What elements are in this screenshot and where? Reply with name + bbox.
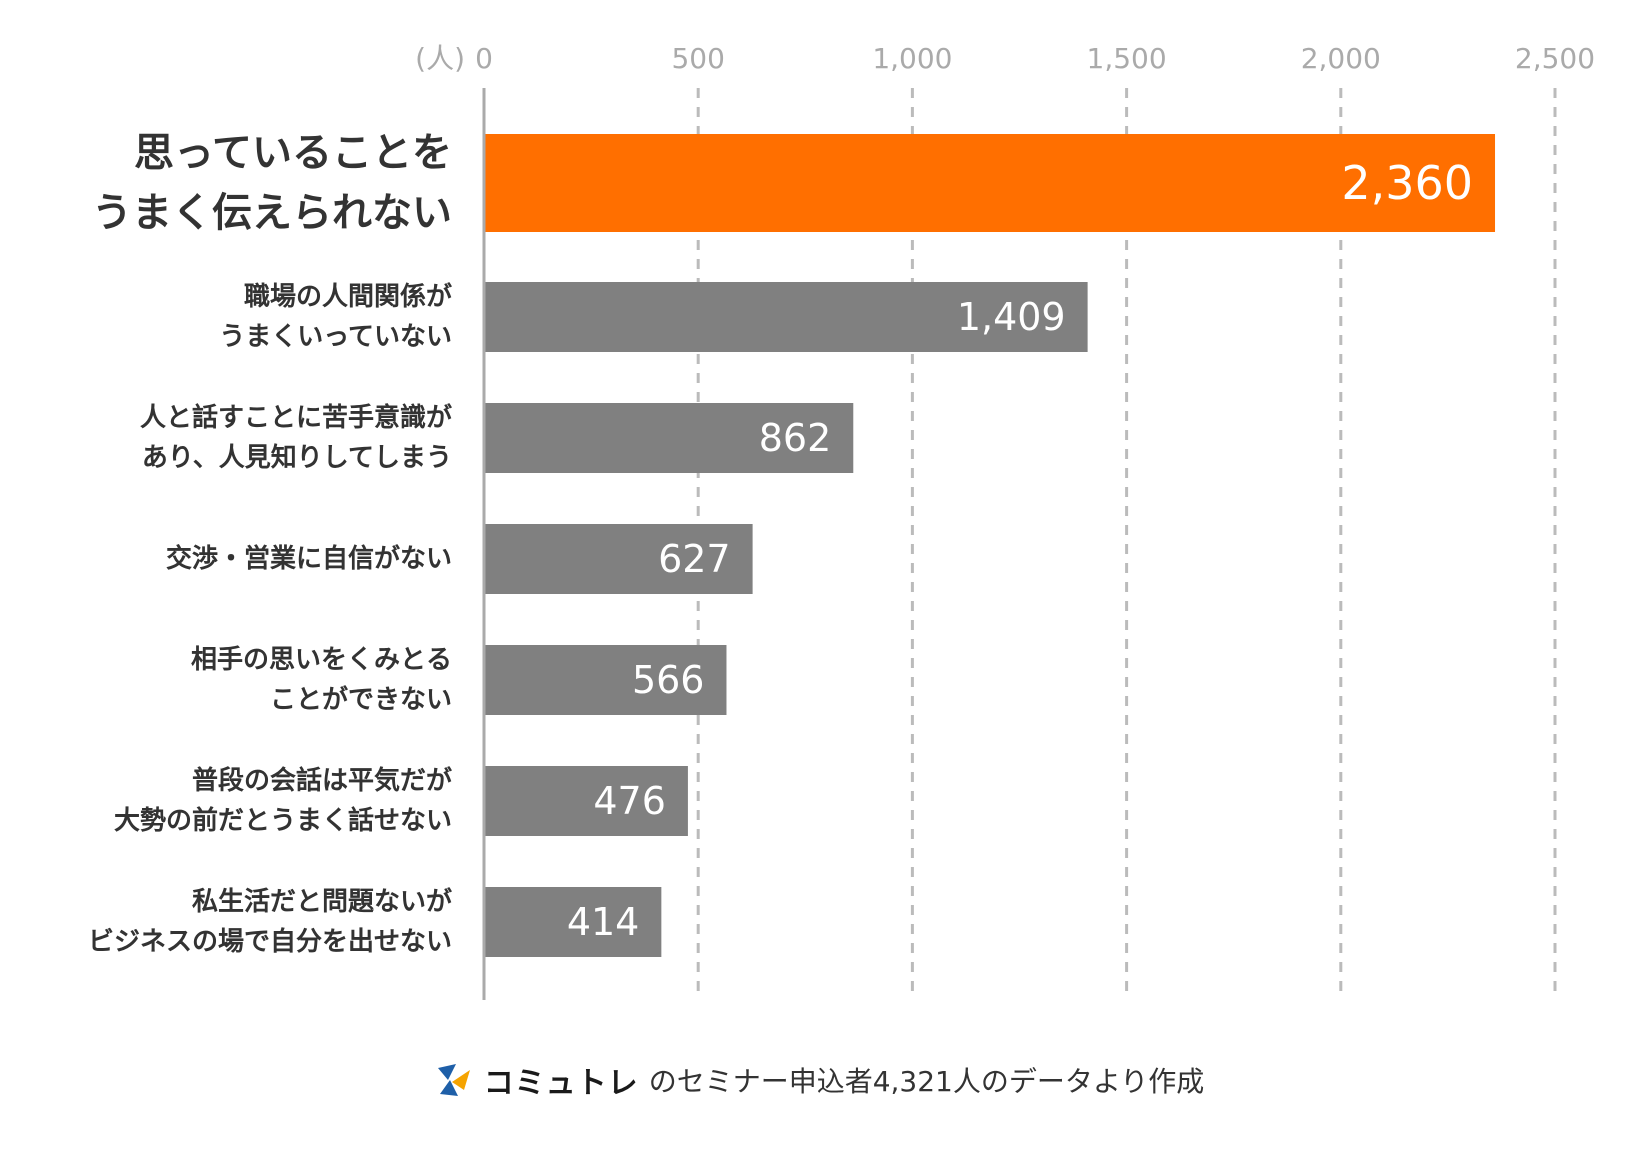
bar-chart: 0 500 1,000 1,500 2,000 2,500 (人) 2,360 思っていることを… [88,42,1595,1000]
bar [484,766,688,836]
category-label: 職場の人間関係が [244,281,452,312]
bar-value-label: 862 [759,416,832,460]
category-label: 私生活だと問題ないが [192,886,452,917]
bar [484,134,1496,232]
footer-text: のセミナー申込者4,321人のデータより作成 [648,1065,1205,1098]
x-tick-label: 1,000 [872,42,952,75]
bar-value-label: 414 [567,900,640,944]
bar-value-label: 1,409 [957,295,1066,339]
x-unit-label: (人) [415,42,465,75]
x-tick-label: 500 [671,42,724,75]
category-label: ビジネスの場で自分を出せない [88,926,452,957]
category-label: 相手の思いをくみとる [191,645,452,675]
category-label: あり、人見知りしてしまう [142,443,452,473]
x-tick-label: 2,500 [1515,42,1595,75]
bar [484,403,854,473]
category-label: 大勢の前だとうまく話せない [114,805,452,836]
footer-note: コミュトレ のセミナー申込者4,321人のデータより作成 [0,1058,1638,1102]
footer-brand: コミュトレ [483,1066,639,1101]
bar [484,645,727,715]
bar [484,282,1088,352]
bar-value-label: 566 [632,658,705,702]
bar-value-label: 476 [593,779,666,823]
bar-value-label: 627 [658,537,731,581]
bar [484,524,753,594]
category-label: 人と話すことに苦手意識が [140,402,452,433]
category-label: 思っていることを [134,130,452,176]
category-label: 普段の会話は平気だが [192,765,452,796]
comutore-logo-icon [437,1064,470,1096]
bar-value-label: 2,360 [1341,156,1473,210]
category-label: うまくいっていない [219,322,452,352]
x-tick-label: 0 [475,42,493,75]
category-label: うまく伝えられない [92,190,452,236]
category-label: ことができない [270,684,452,715]
bar [484,887,662,957]
x-tick-label: 1,500 [1087,42,1167,75]
x-tick-label: 2,000 [1301,42,1381,75]
category-label: 交渉・営業に自信がない [166,543,452,574]
